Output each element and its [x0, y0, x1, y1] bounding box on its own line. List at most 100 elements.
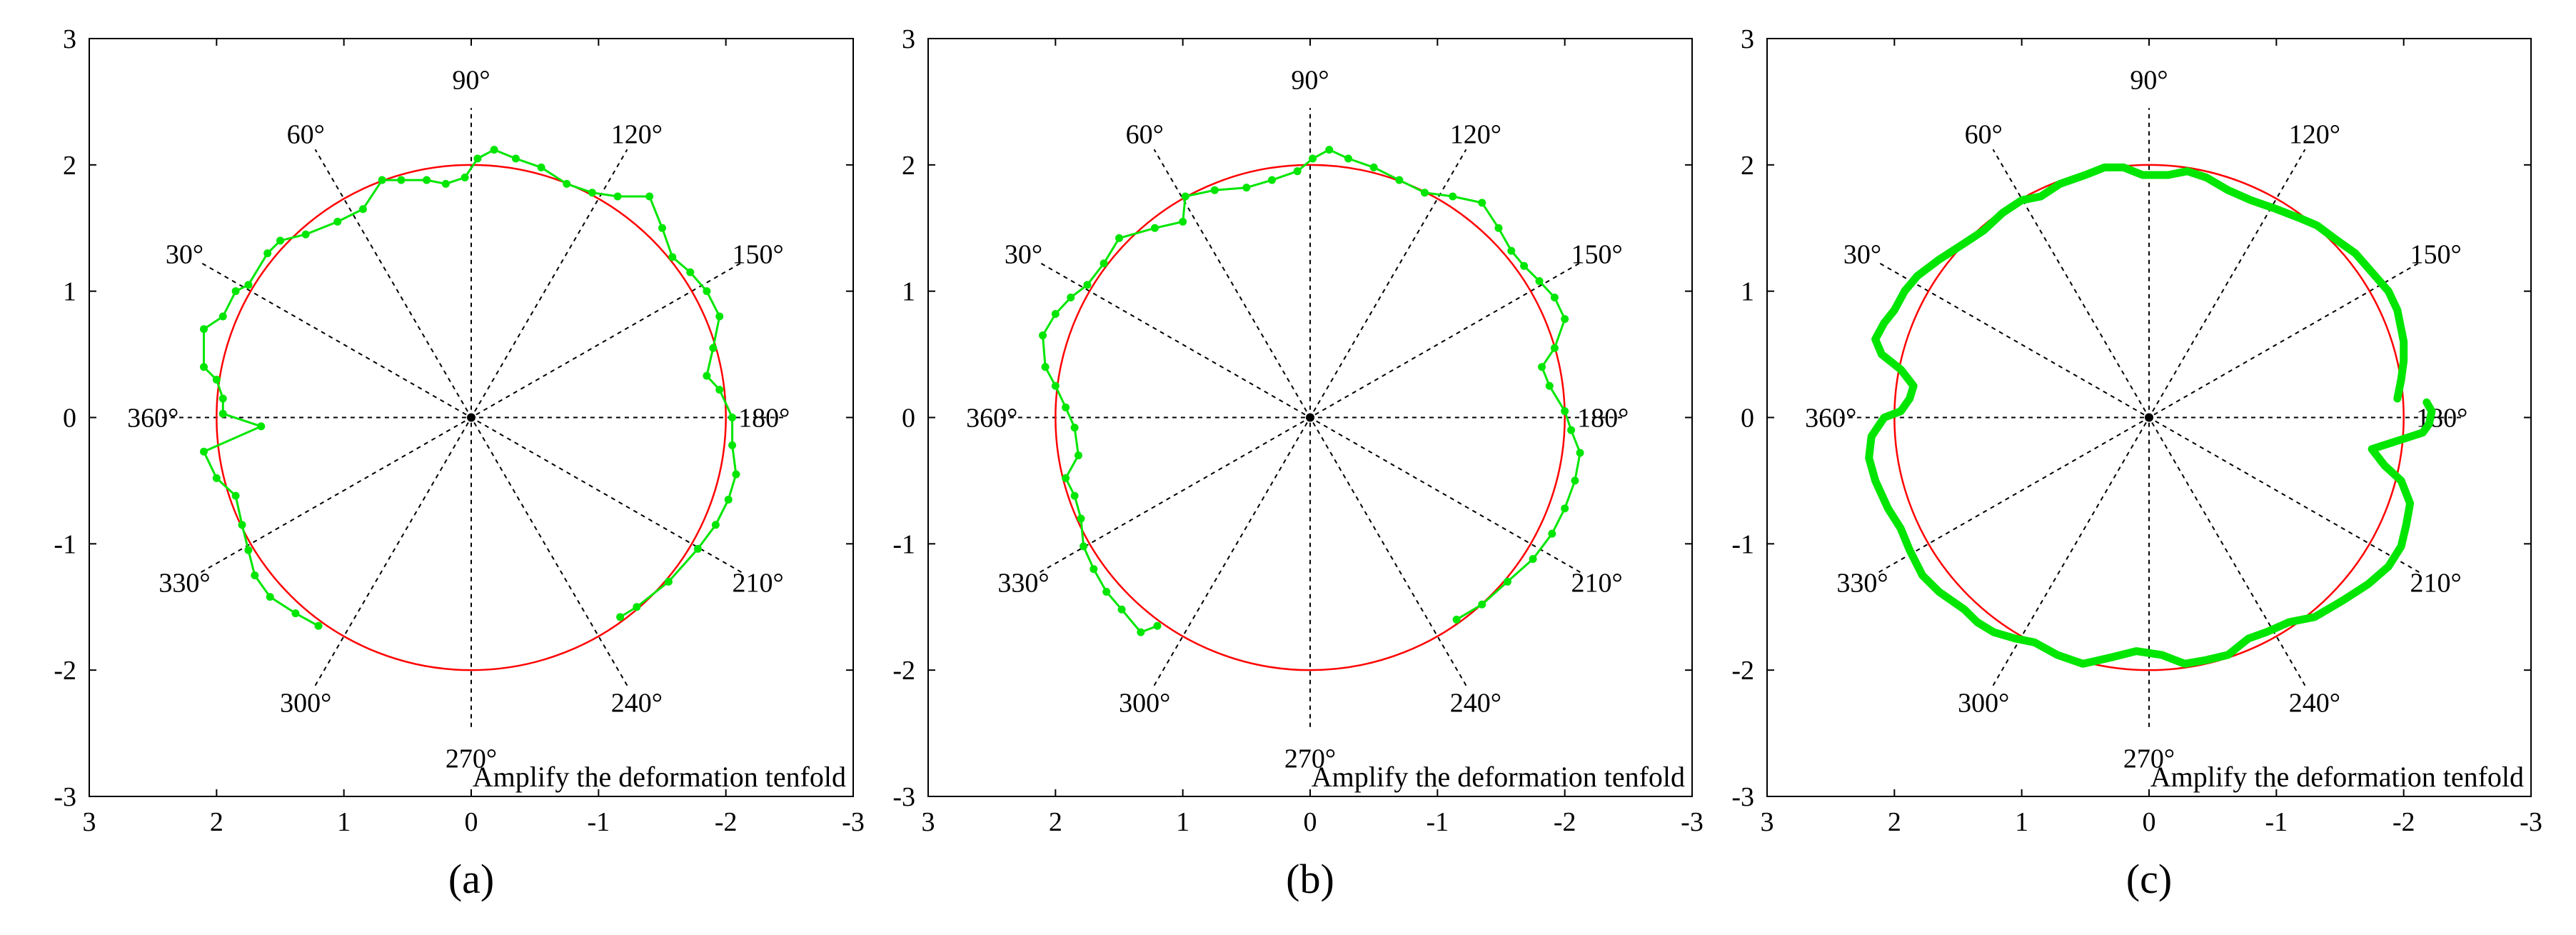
profile-point [703, 371, 711, 380]
y-tick-label: -1 [1731, 529, 1754, 559]
angle-label-210: 210° [1571, 568, 1622, 598]
profile-point [1545, 381, 1554, 390]
angle-label-180: 180° [738, 404, 790, 434]
profile-point [1051, 309, 1060, 318]
profile-point [378, 176, 386, 184]
profile-line [203, 149, 738, 627]
profile-point [1494, 224, 1503, 232]
angle-label-300: 300° [280, 689, 331, 719]
profile-point [1062, 403, 1070, 411]
profile-point [563, 179, 571, 188]
profile-point [1550, 344, 1559, 352]
angle-label-180: 180° [1577, 404, 1629, 434]
annotation: Amplify the deformation tenfold [473, 761, 846, 793]
profile-point [633, 603, 641, 611]
profile-point [238, 521, 246, 529]
profile-point [1395, 176, 1404, 184]
profile-point [1478, 600, 1486, 609]
y-tick-label: 3 [1741, 24, 1754, 54]
angle-label-360: 360° [1805, 404, 1856, 434]
profile-point [1576, 449, 1584, 457]
profile-line [1042, 149, 1581, 634]
y-tick-label: -2 [54, 656, 76, 686]
angle-label-240: 240° [2289, 689, 2340, 719]
profile-point [397, 176, 406, 184]
profile-point [715, 386, 724, 394]
center-point [1306, 413, 1314, 422]
profile-point [588, 189, 596, 197]
y-tick-label: 0 [902, 404, 915, 434]
profile-point [613, 192, 622, 201]
y-tick-label: 0 [1741, 404, 1754, 434]
profile-point [711, 521, 720, 529]
profile-point [218, 394, 227, 403]
profile-point [511, 154, 520, 163]
angle-label-210: 210° [732, 568, 783, 598]
profile-point [251, 571, 259, 580]
y-tick-label: 2 [1741, 151, 1754, 181]
profile-point [200, 363, 208, 371]
profile-point [537, 163, 545, 171]
profile-point [1529, 555, 1537, 564]
profile-point [1070, 491, 1079, 500]
profile-point [1210, 186, 1219, 194]
profile-point [1293, 167, 1302, 176]
reference-circle [1055, 164, 1566, 671]
angle-label-360: 360° [966, 404, 1017, 434]
profile-point [724, 495, 733, 504]
profile-point [244, 546, 253, 554]
profile-point [1090, 565, 1098, 574]
profile-point [1077, 514, 1085, 523]
profile-point [686, 268, 695, 276]
x-tick-label: 1 [337, 807, 351, 837]
angle-label-240: 240° [1450, 689, 1501, 719]
profile-point [291, 609, 300, 618]
profile-point [668, 253, 677, 261]
profile-point [1100, 259, 1108, 268]
profile-point [461, 174, 469, 182]
y-tick-label: 1 [63, 277, 76, 307]
profile-point [1041, 363, 1050, 371]
profile-point [1421, 189, 1429, 197]
x-tick-label: -2 [1554, 807, 1576, 837]
profile-line [1865, 163, 2436, 668]
x-tick-label: 3 [83, 807, 96, 837]
profile-point [1561, 407, 1569, 416]
x-tick-label: 2 [1888, 807, 1901, 837]
profile-point [423, 176, 431, 184]
x-tick-label: 0 [1304, 807, 1317, 837]
angle-label-90: 90° [1291, 66, 1329, 96]
x-tick-label: 2 [1049, 807, 1062, 837]
x-tick-label: 3 [1761, 807, 1774, 837]
profile-point [703, 287, 711, 296]
profile-point [441, 179, 450, 188]
angle-label-270: 270° [1284, 744, 1336, 774]
profile-point [1535, 277, 1544, 286]
angle-label-30: 30° [1005, 240, 1042, 270]
profile-point [1039, 331, 1047, 340]
panel-label: (c) [2126, 856, 2172, 902]
angle-label-60: 60° [1126, 119, 1164, 149]
profile-point [200, 447, 208, 456]
y-tick-label: -2 [1731, 656, 1754, 686]
x-tick-label: 1 [1176, 807, 1189, 837]
profile-point [263, 249, 272, 258]
angle-label-270: 270° [2123, 744, 2175, 774]
profile-point [658, 224, 666, 232]
profile-point [1548, 529, 1556, 538]
profile-point [1550, 294, 1559, 302]
profile-point [732, 470, 740, 479]
profile-point [212, 375, 221, 384]
profile-point [1369, 163, 1378, 171]
profile-point [1561, 315, 1569, 324]
profile-point [314, 621, 323, 630]
profile-point [1449, 192, 1457, 201]
y-tick-label: 1 [902, 277, 915, 307]
angle-label-90: 90° [452, 66, 490, 96]
angle-label-150: 150° [2410, 240, 2461, 270]
x-tick-label: 0 [465, 807, 478, 837]
profile-point [1503, 577, 1511, 586]
chart-panel-c: 3 2 1 0 -1 -2 -33210-1-2-330°60°90°120°150°180… [1731, 24, 2542, 902]
